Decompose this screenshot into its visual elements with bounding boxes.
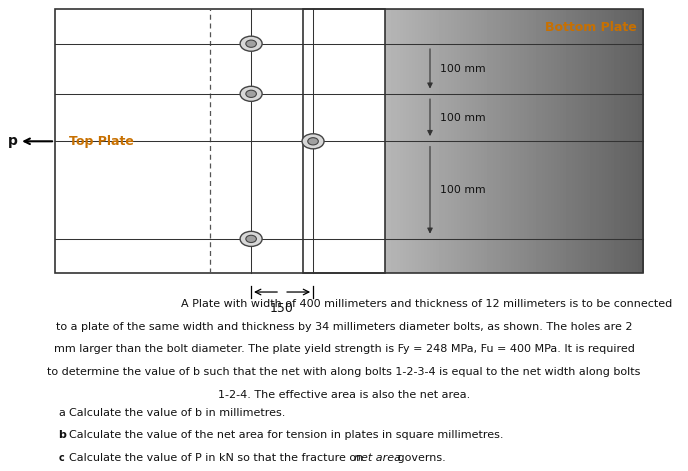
Text: 100 mm: 100 mm [440,113,486,122]
Text: net area: net area [354,453,401,463]
Circle shape [246,40,257,47]
Text: 1-2-4. The effective area is also the net area.: 1-2-4. The effective area is also the ne… [218,390,470,399]
Text: Calculate the value of the net area for tension in plates in square millimetres.: Calculate the value of the net area for … [69,430,504,440]
Text: to a plate of the same width and thickness by 34 millimeters diameter bolts, as : to a plate of the same width and thickne… [56,322,632,332]
Bar [55,9,385,273]
Circle shape [246,236,257,243]
Circle shape [246,90,257,97]
Circle shape [308,138,319,145]
Text: a: a [58,407,65,418]
Circle shape [240,86,262,101]
Text: 100 mm: 100 mm [440,64,486,74]
Text: Top Plate: Top Plate [69,135,133,148]
Text: mm larger than the bolt diameter. The plate yield strength is Fy = 248 MPa, Fu =: mm larger than the bolt diameter. The pl… [54,344,634,354]
Text: A Plate with width of 400 millimeters and thickness of 12 millimeters is to be c: A Plate with width of 400 millimeters an… [181,299,672,309]
Circle shape [240,231,262,246]
Text: c: c [58,453,64,463]
Text: governs.: governs. [394,453,445,463]
Text: p: p [8,134,17,148]
Text: Calculate the value of b in millimetres.: Calculate the value of b in millimetres. [69,407,285,418]
Text: 100 mm: 100 mm [440,185,486,195]
Text: Bottom Plate: Bottom Plate [545,21,636,34]
Circle shape [240,36,262,51]
Text: 150: 150 [270,302,294,316]
Text: Calculate the value of P in kN so that the fracture on: Calculate the value of P in kN so that t… [69,453,367,463]
Bar [303,9,643,273]
Circle shape [302,134,324,149]
Text: to determine the value of b such that the net with along bolts 1-2-3-4 is equal : to determine the value of b such that th… [47,367,641,377]
Text: b: b [58,430,66,440]
